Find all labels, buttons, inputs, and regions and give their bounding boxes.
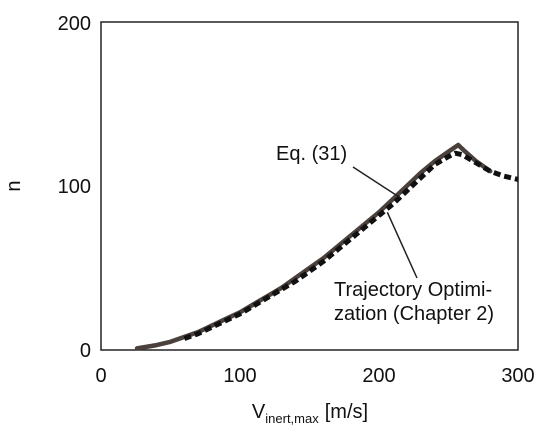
x-axis-label-unit: [m/s] [325, 401, 368, 423]
x-tick-label-200: 200 [362, 365, 395, 387]
x-tick-label-300: 300 [501, 365, 534, 387]
y-axis-label: n [3, 180, 25, 191]
series-line-solid [134, 142, 493, 351]
annotation-trajectory-optimization: Trajectory Optimi- zation (Chapter 2) [334, 279, 498, 325]
annotation-leader-layer [352, 166, 418, 279]
x-axis-label-main: V [252, 401, 266, 423]
y-tick-label-200: 200 [58, 13, 91, 35]
x-axis-label-subscript: inert,max [265, 411, 319, 426]
x-tick-label-0: 0 [95, 365, 106, 387]
y-tick-label-100: 100 [58, 176, 91, 198]
series-layer [134, 142, 519, 351]
annotation-eq31-line-1: Eq. (31) [276, 143, 347, 165]
annotation-trajectory-line-2: zation (Chapter 2) [334, 303, 494, 325]
y-tick-label-0: 0 [80, 340, 91, 362]
x-axis-label: Vinert,max [m/s] [252, 401, 368, 426]
plot-area-frame [100, 21, 519, 351]
annotation-trajectory-line-1: Trajectory Optimi- [334, 279, 492, 301]
annotation-leader-line-2 [386, 211, 418, 279]
x-tick-label-100: 100 [223, 365, 256, 387]
annotation-leader-line-1 [352, 166, 401, 199]
series-line-dashed [183, 150, 519, 341]
annotation-eq31: Eq. (31) [276, 143, 347, 165]
